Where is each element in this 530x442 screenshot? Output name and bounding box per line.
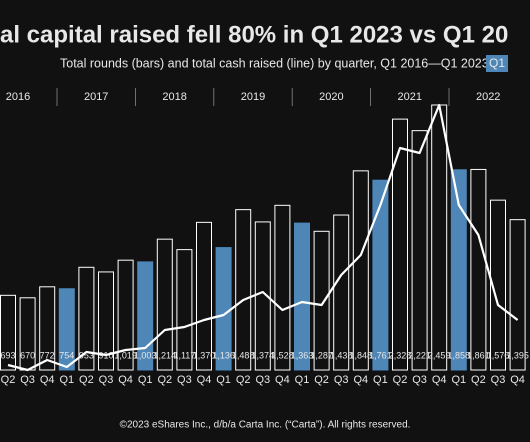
bar-value-label: 693	[0, 350, 15, 360]
bar	[372, 179, 389, 371]
bar-value-label: 1,019	[114, 350, 137, 360]
bar	[156, 238, 173, 371]
bar-value-label: 2,459	[428, 350, 451, 360]
x-tick-label: Q3	[20, 374, 35, 386]
bar-value-label: 1,395	[506, 350, 529, 360]
bar-value-label: 670	[20, 350, 35, 360]
x-tick-label: Q4	[432, 374, 447, 386]
bar	[137, 261, 154, 371]
x-tick-label: Q3	[255, 374, 270, 386]
bar-value-label: 1,374	[252, 350, 275, 360]
bar	[470, 168, 487, 371]
bar	[313, 230, 330, 371]
bar-value-label: 1,117	[173, 350, 195, 360]
x-tick-label: Q1	[451, 374, 466, 386]
bar-value-label: 1,528	[271, 350, 294, 360]
x-tick-label: Q2	[79, 374, 94, 386]
bar	[450, 169, 467, 371]
x-tick-label: Q4	[197, 374, 212, 386]
bar-value-label: 953	[79, 350, 94, 360]
year-label: 2018	[162, 91, 186, 103]
year-label: 2020	[319, 91, 343, 103]
bar-value-label: 1,363	[291, 350, 314, 360]
bar-value-label: 1,488	[232, 350, 255, 360]
bar	[39, 286, 56, 371]
x-tick-label: Q2	[236, 374, 251, 386]
x-tick-label: Q2	[471, 374, 486, 386]
year-label: 2016	[6, 91, 30, 103]
bar-value-label: 1,848	[350, 350, 373, 360]
x-tick-label: Q2	[1, 374, 16, 386]
bar	[0, 294, 16, 371]
bar	[333, 214, 350, 371]
x-tick-label: Q4	[510, 374, 525, 386]
x-tick-label: Q4	[275, 374, 290, 386]
chart-title: al capital raised fell 80% in Q1 2023 vs…	[0, 21, 508, 48]
chart-subtitle: Total rounds (bars) and total cash raise…	[60, 56, 495, 70]
legend-swatch	[486, 55, 508, 72]
bar	[294, 222, 310, 371]
x-tick-label: Q4	[353, 374, 368, 386]
bar-value-label: 1,287	[310, 350, 333, 360]
bar-value-label: 1,214	[154, 350, 177, 360]
x-tick-label: Q1	[216, 374, 231, 386]
bar	[509, 219, 526, 371]
bar-value-label: 1,576	[487, 350, 510, 360]
bar-value-label: 1,136	[212, 350, 235, 360]
bar	[196, 221, 212, 371]
footer: ©2023 eShares Inc., d/b/a Carta Inc. (“C…	[120, 420, 411, 431]
bar-value-label: 2,221	[408, 350, 431, 360]
bar	[352, 170, 369, 371]
x-tick-label: Q1	[138, 374, 153, 386]
bar-value-label: 1,370	[193, 350, 216, 360]
x-tick-label: Q3	[412, 374, 427, 386]
bar	[117, 259, 134, 371]
bar-value-label: 1,003	[134, 350, 157, 360]
bar-value-label: 1,761	[369, 350, 392, 360]
bar-value-label: 754	[59, 350, 74, 360]
year-label: 2017	[84, 91, 108, 103]
bar	[98, 271, 114, 371]
bar	[411, 130, 428, 371]
bar-value-label: 1,858	[448, 350, 471, 360]
bar	[274, 204, 291, 371]
x-tick-label: Q1	[295, 374, 310, 386]
x-tick-label: Q2	[157, 374, 172, 386]
bar-value-label: 1,861	[467, 350, 490, 360]
bar	[235, 209, 252, 371]
bar-value-label: 2,328	[389, 350, 412, 360]
x-tick-label: Q3	[177, 374, 192, 386]
x-tick-label: Q1	[373, 374, 388, 386]
year-label: 2021	[398, 91, 422, 103]
x-tick-label: Q1	[59, 374, 74, 386]
x-tick-label: Q3	[491, 374, 506, 386]
x-tick-label: Q4	[118, 374, 133, 386]
bar-value-label: 1,438	[330, 350, 353, 360]
bar-value-label: 772	[40, 350, 55, 360]
x-tick-label: Q2	[314, 374, 329, 386]
legend-label: Q1	[489, 56, 505, 70]
x-tick-label: Q4	[40, 374, 55, 386]
x-tick-label: Q3	[334, 374, 349, 386]
x-tick-label: Q3	[99, 374, 114, 386]
year-label: 2019	[241, 91, 265, 103]
bar	[392, 118, 408, 371]
bar	[58, 288, 75, 371]
bar	[78, 266, 95, 371]
bar	[176, 249, 193, 371]
year-label: 2022	[476, 91, 500, 103]
cash-line	[7, 103, 519, 372]
bar	[431, 104, 448, 371]
bar	[490, 199, 506, 371]
x-tick-label: Q2	[393, 374, 408, 386]
